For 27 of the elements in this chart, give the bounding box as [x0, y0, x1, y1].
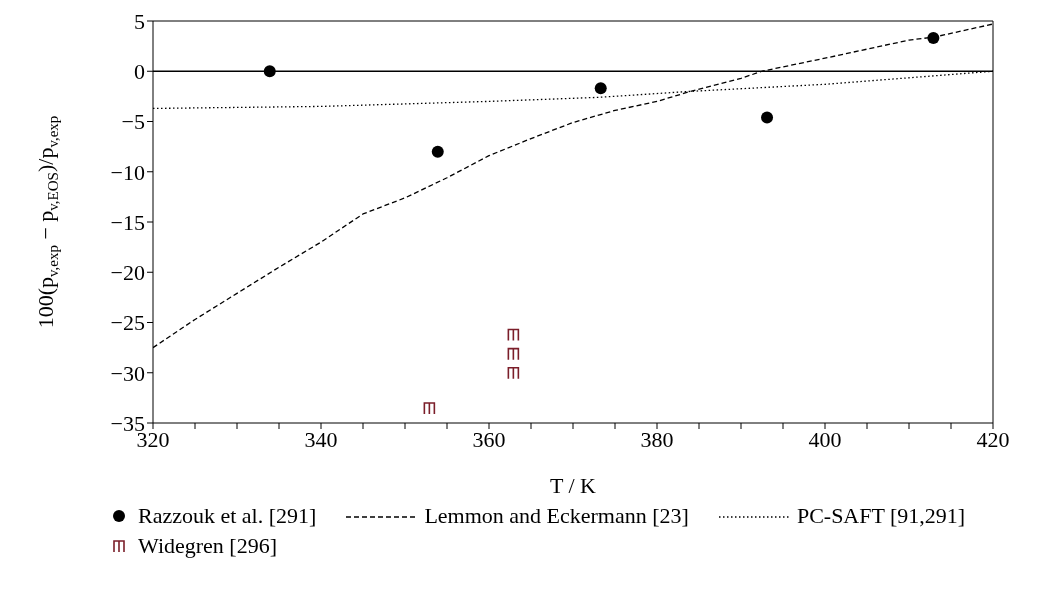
- y-tick-label: −20: [110, 260, 145, 286]
- x-tick-label: 380: [640, 426, 674, 452]
- legend-label: Razzouk et al. [291]: [138, 503, 317, 529]
- point: [507, 366, 520, 380]
- x-axis-title: T / K: [549, 473, 597, 498]
- point: [927, 32, 940, 45]
- point: [423, 402, 436, 415]
- y-tick-label: −10: [110, 159, 145, 185]
- y-tick-label: −25: [110, 310, 145, 336]
- point: [761, 111, 774, 124]
- point: [594, 82, 607, 95]
- legend-label: PC-SAFT [91,291]: [796, 503, 966, 529]
- x-tick-label: 400: [808, 426, 842, 452]
- y-tick-label: 5: [134, 8, 145, 34]
- y-tick-label: −5: [121, 109, 145, 135]
- x-tick-label: 360: [472, 426, 506, 452]
- x-tick-label: 420: [976, 426, 1010, 452]
- legend-label: Widegren [296]: [138, 533, 278, 559]
- point: [507, 347, 520, 361]
- y-tick-label: −30: [110, 360, 145, 386]
- x-tick-label: 340: [304, 426, 338, 452]
- legend-label: Lemmon and Eckermann [23]: [424, 503, 689, 529]
- point: [263, 65, 276, 78]
- point: [507, 328, 520, 342]
- y-tick-label: 0: [134, 59, 145, 85]
- y-tick-label: −15: [110, 209, 145, 235]
- point: [431, 145, 444, 158]
